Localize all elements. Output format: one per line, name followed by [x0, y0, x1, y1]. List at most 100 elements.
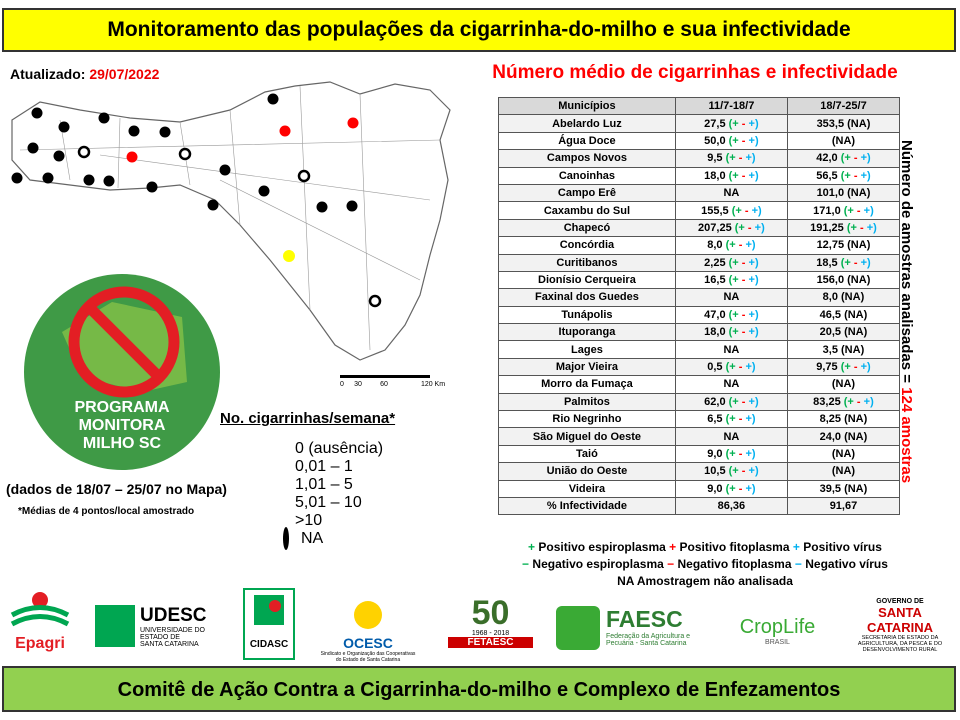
logo-text: BRASIL [765, 639, 790, 646]
table-row: Tunápolis 47,0 (+ - +) 46,5 (NA) [498, 305, 901, 325]
table-row: Canoinhas 18,0 (+ - +) 56,5 (+ - +) [498, 166, 901, 185]
table-cell: 6,5 (+ - +) [674, 410, 788, 429]
sign-label: Amostragem não analisada [636, 574, 793, 588]
table-row: Campos Novos 9,5 (+ - +) 42,0 (+ - +) [498, 149, 901, 168]
cell-sign: +) [748, 169, 759, 182]
cell-sign: +) [748, 465, 759, 478]
cell-sign: (+ [728, 395, 739, 408]
table-cell: (NA) [786, 462, 901, 481]
cell-text: Concórdia [559, 239, 615, 252]
table-cell: 50,0 (+ - +) [674, 131, 788, 151]
cell-text: NA [723, 430, 740, 443]
cell-sign: - [747, 221, 752, 234]
cell-value: 6,5 [707, 413, 723, 426]
cell-sign: - [738, 361, 743, 374]
cell-sign: (+ [725, 413, 736, 426]
table-cell: 20,5 (NA) [786, 323, 901, 342]
logo-icon [254, 595, 284, 625]
cell-sign: (+ [725, 482, 736, 495]
table-cell: 207,25 (+ - +) [674, 218, 788, 238]
logo-epagri: Epagri [5, 590, 75, 655]
updated-label: Atualizado: [10, 66, 86, 82]
cell-text: NA [723, 343, 740, 356]
table-cell: NA [674, 427, 788, 446]
table-cell: NA [674, 340, 788, 359]
side-note-count: 124 amostras [898, 387, 915, 484]
cell-sign: (+ [843, 395, 854, 408]
key-label: >10 [295, 512, 323, 529]
key-item: 0 (ausência) [283, 440, 383, 458]
cell-text: % Infectividade [546, 500, 627, 513]
sign-label: Negativo espiroplasma [532, 557, 664, 571]
cell-sign: +) [745, 152, 756, 165]
cell-sign: +) [860, 361, 871, 374]
table-row: Lages NA 3,5 (NA) [498, 340, 901, 359]
table-cell: 353,5 (NA) [786, 114, 901, 133]
header-bar: Monitoramento das populações da cigarrin… [2, 8, 956, 52]
table-cell: 18,0 (+ - +) [674, 166, 788, 185]
cell-text: Rio Negrinho [552, 413, 622, 426]
table-cell: Curitibanos [498, 253, 676, 272]
cell-text: 91,67 [829, 500, 858, 513]
cell-sign: +) [745, 239, 756, 252]
table-cell: Canoinhas [498, 166, 676, 185]
table-row: Palmitos 62,0 (+ - +) 83,25 (+ - +) [498, 392, 901, 412]
table-cell: 9,75 (+ - +) [786, 357, 901, 377]
cell-value: 191,25 [810, 221, 844, 234]
cell-sign: - [738, 482, 743, 495]
cell-value: 56,5 [816, 169, 838, 182]
cell-sign: +) [748, 117, 759, 130]
logo-text: UNIVERSIDADE DO ESTADO DE [140, 627, 205, 641]
column-header: 11/7-18/7 [674, 96, 788, 116]
key-label: 0 (ausência) [295, 440, 384, 457]
cell-sign: +) [745, 413, 756, 426]
cell-value: 18,0 [704, 169, 726, 182]
cell-value: 10,5 [704, 465, 726, 478]
table-row: Campo Erê NA 101,0 (NA) [498, 183, 901, 203]
table-cell: Lages [498, 340, 676, 359]
cell-sign: (+ [734, 221, 745, 234]
logo-gov: GOVERNO DE SANTA CATARINA SECRETARIA DE ES… [845, 598, 955, 653]
cell-value: 9,5 [707, 152, 723, 165]
scale-label: 0 [340, 381, 344, 388]
table-cell: 155,5 (+ - +) [674, 201, 788, 220]
table-cell: 47,0 (+ - +) [674, 305, 788, 325]
table-cell: 42,0 (+ - +) [786, 149, 901, 168]
cell-value: 9,0 [707, 448, 723, 460]
cell-sign: (+ [840, 169, 851, 182]
table-cell: 12,75 (NA) [786, 236, 901, 255]
logo-text: CIDASC [249, 639, 289, 650]
table-cell: Dionísio Cerqueira [498, 270, 676, 290]
logo-text: FETAESC [448, 637, 533, 648]
sign-symbol: − [522, 557, 530, 571]
logo-text: UDESC [140, 605, 207, 626]
cell-text: Canoinhas [558, 169, 616, 182]
cell-sign: +) [748, 326, 759, 339]
map-points [11, 93, 382, 308]
cell-sign: - [744, 204, 749, 217]
table-cell: 27,5 (+ - +) [674, 114, 788, 133]
note: *Médias de 4 pontos/local amostrado [18, 506, 195, 517]
logo-text: GOVERNO DE [876, 598, 924, 605]
cell-text: (NA) [831, 465, 856, 478]
cell-text: 46,5 (NA) [819, 308, 868, 321]
cell-text: União do Oeste [546, 465, 628, 478]
table-cell: Faxinal dos Guedes [498, 288, 676, 307]
cell-text: Chapecó [563, 221, 611, 234]
cell-text: Videira [568, 482, 606, 495]
cell-value: 207,25 [698, 221, 732, 234]
cell-sign: (+ [843, 204, 854, 217]
key: 0 (ausência) 0,01 – 1 1,01 – 5 5,01 – 10 >10… [283, 440, 383, 550]
cell-text: Ituporanga [558, 326, 616, 339]
program-line: PROGRAMA [74, 399, 170, 416]
sign-symbol: + [792, 540, 800, 554]
column-header: 18/7-25/7 [786, 96, 901, 116]
cell-value: 2,25 [704, 256, 726, 269]
table-row: Rio Negrinho 6,5 (+ - +) 8,25 (NA) [498, 410, 901, 429]
cell-sign: (+ [731, 204, 742, 217]
cell-text: 24,0 (NA) [819, 430, 868, 443]
cell-value: 0,5 [707, 361, 723, 374]
cell-sign: - [853, 361, 858, 374]
table-row: Morro da Fumaça NA (NA) [498, 375, 901, 394]
state-outline [11, 81, 451, 361]
